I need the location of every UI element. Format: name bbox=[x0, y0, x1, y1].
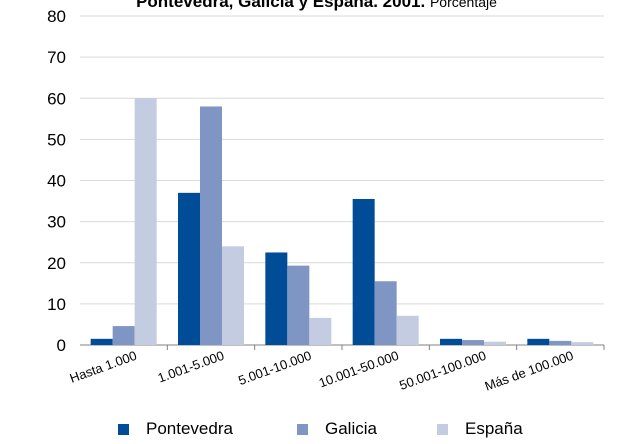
legend-item-espana: España bbox=[437, 419, 523, 439]
bar bbox=[200, 106, 222, 345]
y-tick-label: 0 bbox=[57, 336, 66, 355]
legend-swatch-espana bbox=[437, 423, 448, 435]
y-tick-label: 40 bbox=[47, 172, 66, 191]
bar bbox=[178, 192, 200, 345]
legend-swatch-pontevedra bbox=[118, 423, 129, 435]
x-tick-label: 5.001-10.000 bbox=[236, 348, 313, 388]
bar bbox=[549, 340, 572, 345]
bar bbox=[527, 338, 550, 345]
legend-item-pontevedra: Pontevedra bbox=[118, 419, 233, 439]
chart-title-line: Pontevedra, Galicia y España. 2001. Porc… bbox=[0, 0, 633, 12]
legend-label-espana: España bbox=[465, 419, 523, 438]
bar bbox=[462, 340, 484, 345]
y-tick-label: 20 bbox=[47, 254, 66, 273]
bar bbox=[440, 338, 462, 345]
x-tick-label: 10.001-50.000 bbox=[317, 348, 401, 391]
legend-item-galicia: Galicia bbox=[297, 419, 377, 439]
x-tick-label: Más de 100.000 bbox=[483, 348, 576, 394]
bar bbox=[134, 98, 157, 345]
y-tick-label: 80 bbox=[47, 7, 66, 26]
bar bbox=[396, 315, 419, 345]
bar bbox=[112, 326, 135, 345]
legend-label-galicia: Galicia bbox=[325, 419, 377, 438]
y-tick-label: 10 bbox=[47, 295, 66, 314]
bar bbox=[309, 317, 332, 345]
bar bbox=[90, 338, 113, 345]
bar bbox=[222, 246, 244, 345]
bar bbox=[571, 342, 594, 345]
x-tick-label: Hasta 1.000 bbox=[68, 348, 139, 386]
x-tick-label: 50.001-100.000 bbox=[397, 348, 488, 393]
y-tick-label: 30 bbox=[47, 213, 66, 232]
y-tick-label: 60 bbox=[47, 89, 66, 108]
legend-swatch-galicia bbox=[297, 423, 308, 435]
bar bbox=[352, 199, 375, 345]
chart-subtitle: Porcentaje bbox=[429, 0, 497, 10]
bar bbox=[374, 281, 397, 345]
legend: Pontevedra Galicia España bbox=[0, 419, 633, 439]
x-tick-label: 1.001-5.000 bbox=[156, 348, 226, 386]
bar bbox=[287, 265, 310, 345]
y-tick-label: 50 bbox=[47, 130, 66, 149]
bar bbox=[265, 252, 288, 345]
y-tick-label: 70 bbox=[47, 48, 66, 67]
chart-title: Pontevedra, Galicia y España. 2001. bbox=[136, 0, 426, 11]
legend-label-pontevedra: Pontevedra bbox=[146, 419, 233, 438]
bar bbox=[484, 341, 506, 345]
